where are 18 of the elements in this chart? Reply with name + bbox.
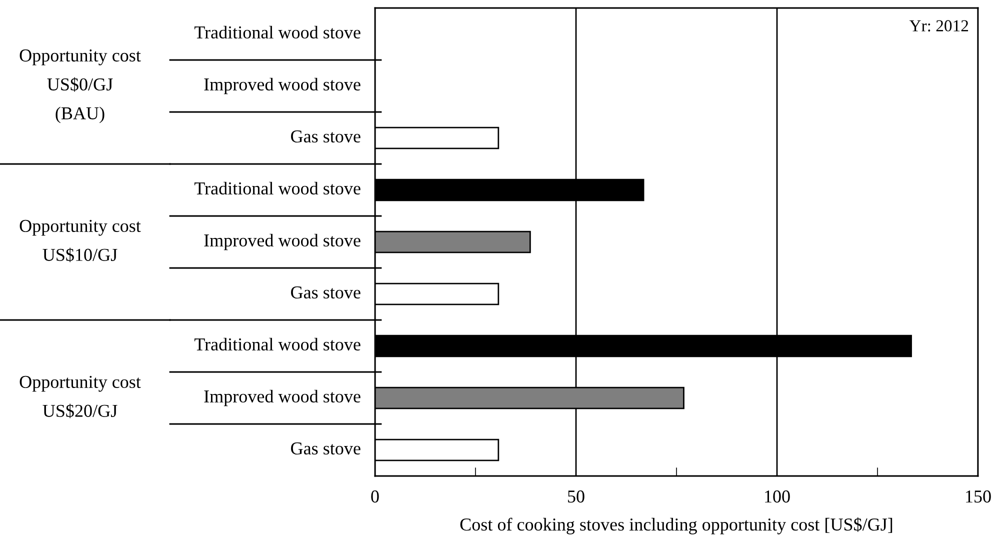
y-tick-label: Gas stove: [291, 442, 360, 455]
y-tick-label: Improved wood stove: [204, 78, 360, 94]
x-axis-title: Cost of cooking stoves including opportunity cost [US$/GJ]: [460, 517, 892, 534]
y-tick-label: Gas stove: [291, 286, 360, 299]
x-tick-label: 100: [765, 490, 790, 503]
y-tick-label: Gas stove: [291, 130, 360, 143]
text: Opportunity cost US$20/GJ: [20, 376, 141, 418]
x-tick-label: 50: [568, 490, 584, 503]
annotation: Yr: 2012: [909, 20, 968, 32]
y-tick-label: Traditional wood stove: [194, 26, 360, 39]
y-tick-label: Improved wood stove: [204, 234, 360, 250]
y-tick-label: Traditional wood stove: [194, 338, 360, 351]
text: Opportunity cost US$10/GJ: [20, 220, 141, 262]
x-tick-label: 150: [966, 490, 991, 503]
y-tick-label: Improved wood stove: [204, 390, 360, 406]
y-tick-label: Traditional wood stove: [194, 182, 360, 195]
text: Opportunity cost US$0/GJ (BAU): [20, 49, 141, 124]
x-tick-label: 0: [371, 490, 379, 503]
